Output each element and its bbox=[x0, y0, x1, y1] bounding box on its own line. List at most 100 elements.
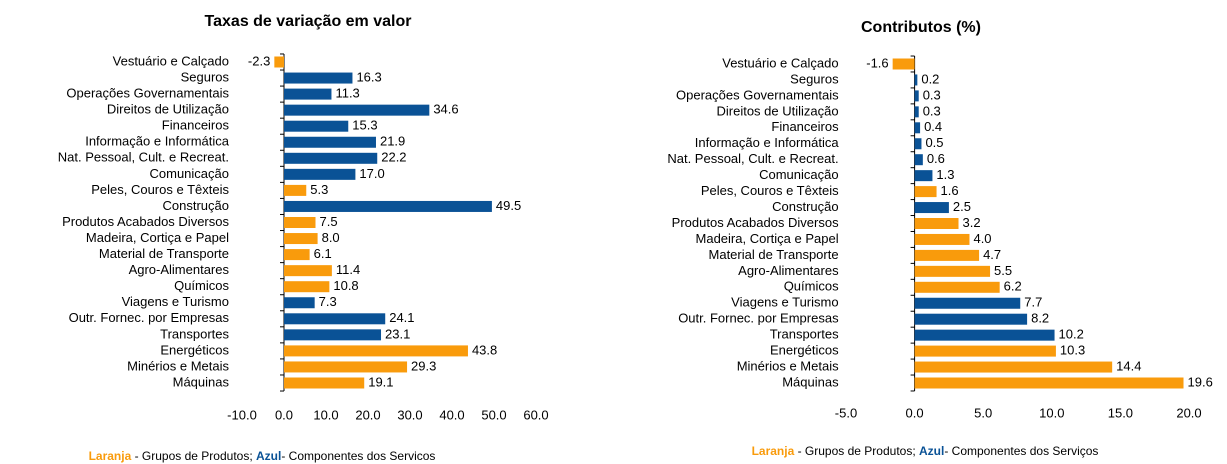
y-tick-label: Construção bbox=[163, 198, 229, 213]
bar bbox=[914, 329, 1055, 341]
bar bbox=[284, 233, 318, 245]
legend-text: Laranja bbox=[89, 449, 132, 463]
value-label: 7.7 bbox=[1024, 295, 1042, 310]
value-label: 24.1 bbox=[389, 310, 414, 325]
y-tick-label: Outr. Fornec. por Empresas bbox=[69, 310, 230, 325]
bar bbox=[284, 88, 332, 100]
value-label: 0.5 bbox=[925, 135, 943, 150]
x-tick-label: 40.0 bbox=[439, 407, 464, 422]
value-label: 0.6 bbox=[927, 151, 945, 166]
value-label: 4.0 bbox=[973, 231, 991, 246]
bar bbox=[284, 377, 365, 389]
y-tick-label: Financeiros bbox=[162, 118, 230, 133]
value-label: 5.3 bbox=[310, 182, 328, 197]
y-tick-label: Peles, Couros e Têxteis bbox=[701, 183, 839, 198]
bar bbox=[914, 74, 918, 86]
bar bbox=[914, 170, 933, 182]
x-tick-label: 10.0 bbox=[1039, 405, 1064, 420]
y-tick-label: Material de Transporte bbox=[99, 246, 229, 261]
value-label: 11.3 bbox=[335, 86, 359, 101]
y-tick-label: Peles, Couros e Têxteis bbox=[91, 182, 229, 197]
value-label: 0.2 bbox=[921, 71, 939, 86]
bar bbox=[914, 202, 949, 214]
bar bbox=[914, 281, 1000, 293]
y-tick-label: Viagens e Turismo bbox=[122, 294, 229, 309]
value-label: 5.5 bbox=[994, 263, 1012, 278]
value-label: 21.9 bbox=[380, 134, 405, 149]
y-tick-label: Agro-Alimentares bbox=[738, 263, 839, 278]
y-tick-label: Seguros bbox=[790, 71, 839, 86]
y-tick-label: Operações Governamentais bbox=[66, 86, 229, 101]
value-label: -2.3 bbox=[248, 53, 270, 68]
x-tick-label: 10.0 bbox=[313, 407, 338, 422]
value-label: 7.3 bbox=[319, 294, 337, 309]
bar bbox=[284, 345, 468, 357]
value-label: 19.1 bbox=[368, 374, 393, 389]
value-label: 49.5 bbox=[496, 198, 521, 213]
value-label: 2.5 bbox=[953, 199, 971, 214]
x-tick-label: 5.0 bbox=[974, 405, 992, 420]
value-label: 23.1 bbox=[385, 326, 410, 341]
value-label: -1.6 bbox=[866, 55, 888, 70]
value-label: 10.8 bbox=[333, 278, 358, 293]
bar bbox=[914, 138, 922, 150]
bar bbox=[284, 104, 430, 116]
legend-text: - Componentes dos Servicos bbox=[281, 449, 435, 463]
value-label: 7.5 bbox=[320, 214, 338, 229]
y-tick-label: Seguros bbox=[181, 69, 230, 84]
bar bbox=[284, 329, 382, 341]
bar bbox=[284, 72, 353, 84]
bar bbox=[914, 345, 1056, 357]
bar bbox=[914, 249, 980, 261]
bar bbox=[284, 361, 408, 373]
y-tick-label: Material de Transporte bbox=[709, 247, 839, 262]
legend-text: Laranja bbox=[752, 444, 795, 458]
value-label: 3.2 bbox=[963, 215, 981, 230]
bar bbox=[284, 281, 330, 293]
value-label: 0.3 bbox=[923, 103, 941, 118]
y-tick-label: Direitos de Utilização bbox=[716, 103, 838, 118]
value-label: 4.7 bbox=[983, 247, 1001, 262]
x-tick-label: -10.0 bbox=[227, 407, 257, 422]
y-tick-label: Outr. Fornec. por Empresas bbox=[678, 311, 839, 326]
value-label: 8.2 bbox=[1031, 311, 1049, 326]
bar bbox=[284, 217, 316, 228]
bar bbox=[284, 200, 492, 212]
chart-title: Contributos (%) bbox=[861, 19, 981, 36]
x-tick-label: 20.0 bbox=[1176, 405, 1201, 420]
bar bbox=[284, 168, 356, 180]
y-tick-label: Vestuário e Calçado bbox=[722, 55, 838, 70]
legend: Laranja - Grupos de Produtos; Azul- Comp… bbox=[89, 449, 436, 463]
bar bbox=[914, 265, 991, 277]
value-label: 19.6 bbox=[1188, 374, 1213, 389]
bar bbox=[284, 136, 376, 148]
bar bbox=[914, 313, 1028, 325]
y-tick-label: Construção bbox=[772, 199, 838, 214]
bar bbox=[274, 56, 284, 68]
y-tick-label: Transportes bbox=[770, 327, 839, 342]
legend: Laranja - Grupos de Produtos; Azul- Comp… bbox=[752, 444, 1099, 458]
bar bbox=[914, 122, 921, 134]
legend-text: Azul bbox=[919, 444, 944, 458]
x-tick-label: 50.0 bbox=[481, 407, 506, 422]
x-tick-label: 30.0 bbox=[397, 407, 422, 422]
bar bbox=[284, 297, 315, 309]
bar bbox=[284, 120, 349, 132]
y-tick-label: Transportes bbox=[160, 326, 229, 341]
bar bbox=[914, 90, 919, 102]
value-label: 15.3 bbox=[352, 118, 377, 133]
bar bbox=[284, 184, 307, 196]
bar bbox=[284, 265, 332, 277]
y-tick-label: Máquinas bbox=[782, 374, 839, 389]
y-tick-label: Madeira, Cortiça e Papel bbox=[86, 230, 229, 245]
y-tick-label: Madeira, Cortiça e Papel bbox=[696, 231, 839, 246]
y-tick-label: Nat. Pessoal, Cult. e Recreat. bbox=[58, 150, 229, 165]
y-tick-label: Produtos Acabados Diversos bbox=[62, 214, 229, 229]
y-tick-label: Máquinas bbox=[173, 374, 230, 389]
legend-text: - Componentes dos Serviços bbox=[944, 444, 1098, 458]
y-tick-label: Nat. Pessoal, Cult. e Recreat. bbox=[667, 151, 838, 166]
bar bbox=[914, 377, 1184, 389]
bar bbox=[914, 361, 1113, 373]
value-label: 43.8 bbox=[472, 342, 497, 357]
